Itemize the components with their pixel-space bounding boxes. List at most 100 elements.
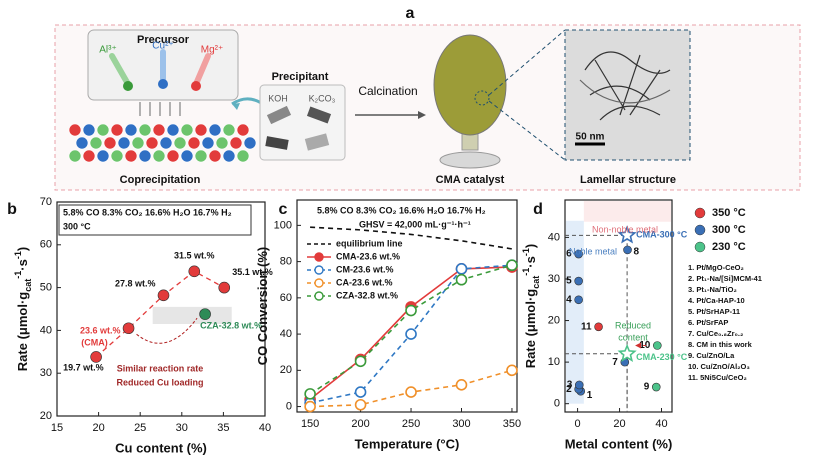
y-tick-label: 20 bbox=[40, 410, 52, 422]
panel-label: b bbox=[7, 201, 17, 218]
x-tick-label: 250 bbox=[402, 418, 420, 430]
sphere bbox=[236, 123, 250, 137]
y-tick-label: 20 bbox=[280, 364, 292, 376]
annotation-arrow-head bbox=[635, 342, 642, 349]
legend-label: CZA-32.8 wt.% bbox=[336, 290, 398, 300]
droplet bbox=[158, 79, 168, 89]
line bbox=[310, 226, 513, 250]
annotation: Similar reaction rate bbox=[117, 363, 204, 373]
x-tick-label: 35 bbox=[217, 422, 229, 434]
point bbox=[623, 245, 632, 255]
sphere bbox=[173, 136, 187, 150]
sphere bbox=[68, 123, 82, 137]
plot-frame bbox=[56, 201, 266, 417]
point bbox=[405, 304, 417, 317]
axis-title: CO Conversion (%) bbox=[255, 247, 270, 365]
y-tick-label: 70 bbox=[40, 196, 52, 208]
x-axis-title: Cu content (%) bbox=[115, 440, 207, 455]
point bbox=[574, 380, 584, 390]
axis-title-part: cat bbox=[531, 276, 541, 289]
point bbox=[574, 295, 583, 305]
point-label: 3 bbox=[567, 380, 573, 391]
point bbox=[354, 398, 367, 411]
catalyst-entry: 9. Cu/ZnO/La bbox=[688, 351, 735, 360]
point bbox=[455, 273, 468, 286]
sphere bbox=[194, 123, 208, 137]
sphere bbox=[159, 136, 173, 150]
point bbox=[506, 259, 518, 272]
x-tick-label: 150 bbox=[301, 418, 319, 430]
point-label: 7 bbox=[612, 357, 618, 368]
point bbox=[653, 341, 662, 350]
arrow-head bbox=[232, 103, 240, 110]
catalyst-entry: 8. CM in this work bbox=[688, 340, 753, 349]
reagent: K₂CO₃ bbox=[309, 93, 336, 103]
sphere bbox=[180, 149, 194, 163]
tem-image bbox=[564, 29, 691, 161]
point-label: 8 bbox=[634, 247, 640, 258]
catalyst-entry: 1. Pt/MgO-CeO₂ bbox=[688, 263, 744, 272]
chart: 150 200 250 300 350 0 20 40 60 80 100 Temperature (… bbox=[274, 199, 521, 451]
sphere bbox=[103, 136, 117, 150]
point bbox=[405, 328, 417, 340]
sphere bbox=[236, 149, 250, 163]
axis-title-part: CO Conversion (%) bbox=[255, 247, 270, 365]
droplet bbox=[109, 53, 131, 87]
x-axis-title: Metal content (%) bbox=[565, 436, 673, 451]
axis-title-part: -1 bbox=[13, 251, 23, 259]
point-label: 1 bbox=[587, 390, 593, 401]
catalyst-entry: 5. Pt/SrHAP-11 bbox=[688, 307, 740, 316]
point-label: 9 bbox=[644, 382, 650, 393]
precipitant-title: Precipitant bbox=[272, 71, 329, 83]
point bbox=[199, 308, 211, 320]
point bbox=[157, 289, 170, 302]
catalyst-entry: 3. Pt₁-Na/TiO₂ bbox=[688, 285, 737, 294]
highlight-band bbox=[152, 306, 232, 324]
highlight-label: CMA-230 °C bbox=[636, 352, 688, 362]
sphere bbox=[117, 136, 131, 150]
point bbox=[651, 382, 661, 392]
step-label: Calcination bbox=[358, 84, 417, 98]
sphere bbox=[166, 123, 180, 137]
point-label: 27.8 wt.% bbox=[115, 279, 156, 289]
x-tick-label: 40 bbox=[259, 422, 271, 434]
x-axis-title: Temperature (°C) bbox=[355, 436, 460, 451]
droplet bbox=[123, 81, 133, 91]
sphere bbox=[243, 136, 257, 150]
sphere bbox=[82, 123, 96, 137]
y-tick-label: 30 bbox=[548, 273, 560, 285]
annotation: content bbox=[618, 332, 648, 342]
legend-marker bbox=[694, 224, 706, 236]
axis-title-part: -1 bbox=[521, 248, 531, 256]
axis-title-part: Rate (μmol·g bbox=[523, 289, 538, 369]
sphere bbox=[222, 123, 236, 137]
precipitate-spheres bbox=[68, 123, 257, 163]
line bbox=[309, 264, 513, 395]
precursor-title: Precursor bbox=[137, 34, 190, 46]
point bbox=[405, 386, 417, 398]
axis-title: Rate (μmol·gcat-1·s-1) bbox=[13, 247, 33, 371]
x-tick-label: 200 bbox=[351, 418, 369, 430]
axis-title-part: ) bbox=[523, 244, 538, 248]
annotation: (CMA) bbox=[81, 338, 108, 348]
droplet bbox=[193, 53, 211, 87]
tem-texture bbox=[579, 51, 671, 121]
annotation: Noble metal bbox=[569, 246, 617, 256]
highlight-label: CMA-300 °C bbox=[636, 230, 688, 240]
y-tick-label: 60 bbox=[40, 239, 52, 251]
point bbox=[594, 322, 603, 332]
y-tick-label: 80 bbox=[280, 256, 292, 268]
annotation: Reduced Cu loading bbox=[116, 377, 203, 387]
catalyst-entry: 10. Cu/ZnO/Al₂O₃ bbox=[688, 362, 750, 371]
panel-label: c bbox=[279, 201, 288, 218]
x-tick-label: 20 bbox=[613, 418, 625, 430]
sphere bbox=[194, 149, 208, 163]
point bbox=[304, 388, 316, 400]
droplet bbox=[191, 81, 201, 91]
sphere bbox=[110, 149, 124, 163]
annotation: Reduced bbox=[615, 320, 651, 330]
plot-frame bbox=[564, 199, 673, 413]
sphere bbox=[222, 149, 236, 163]
